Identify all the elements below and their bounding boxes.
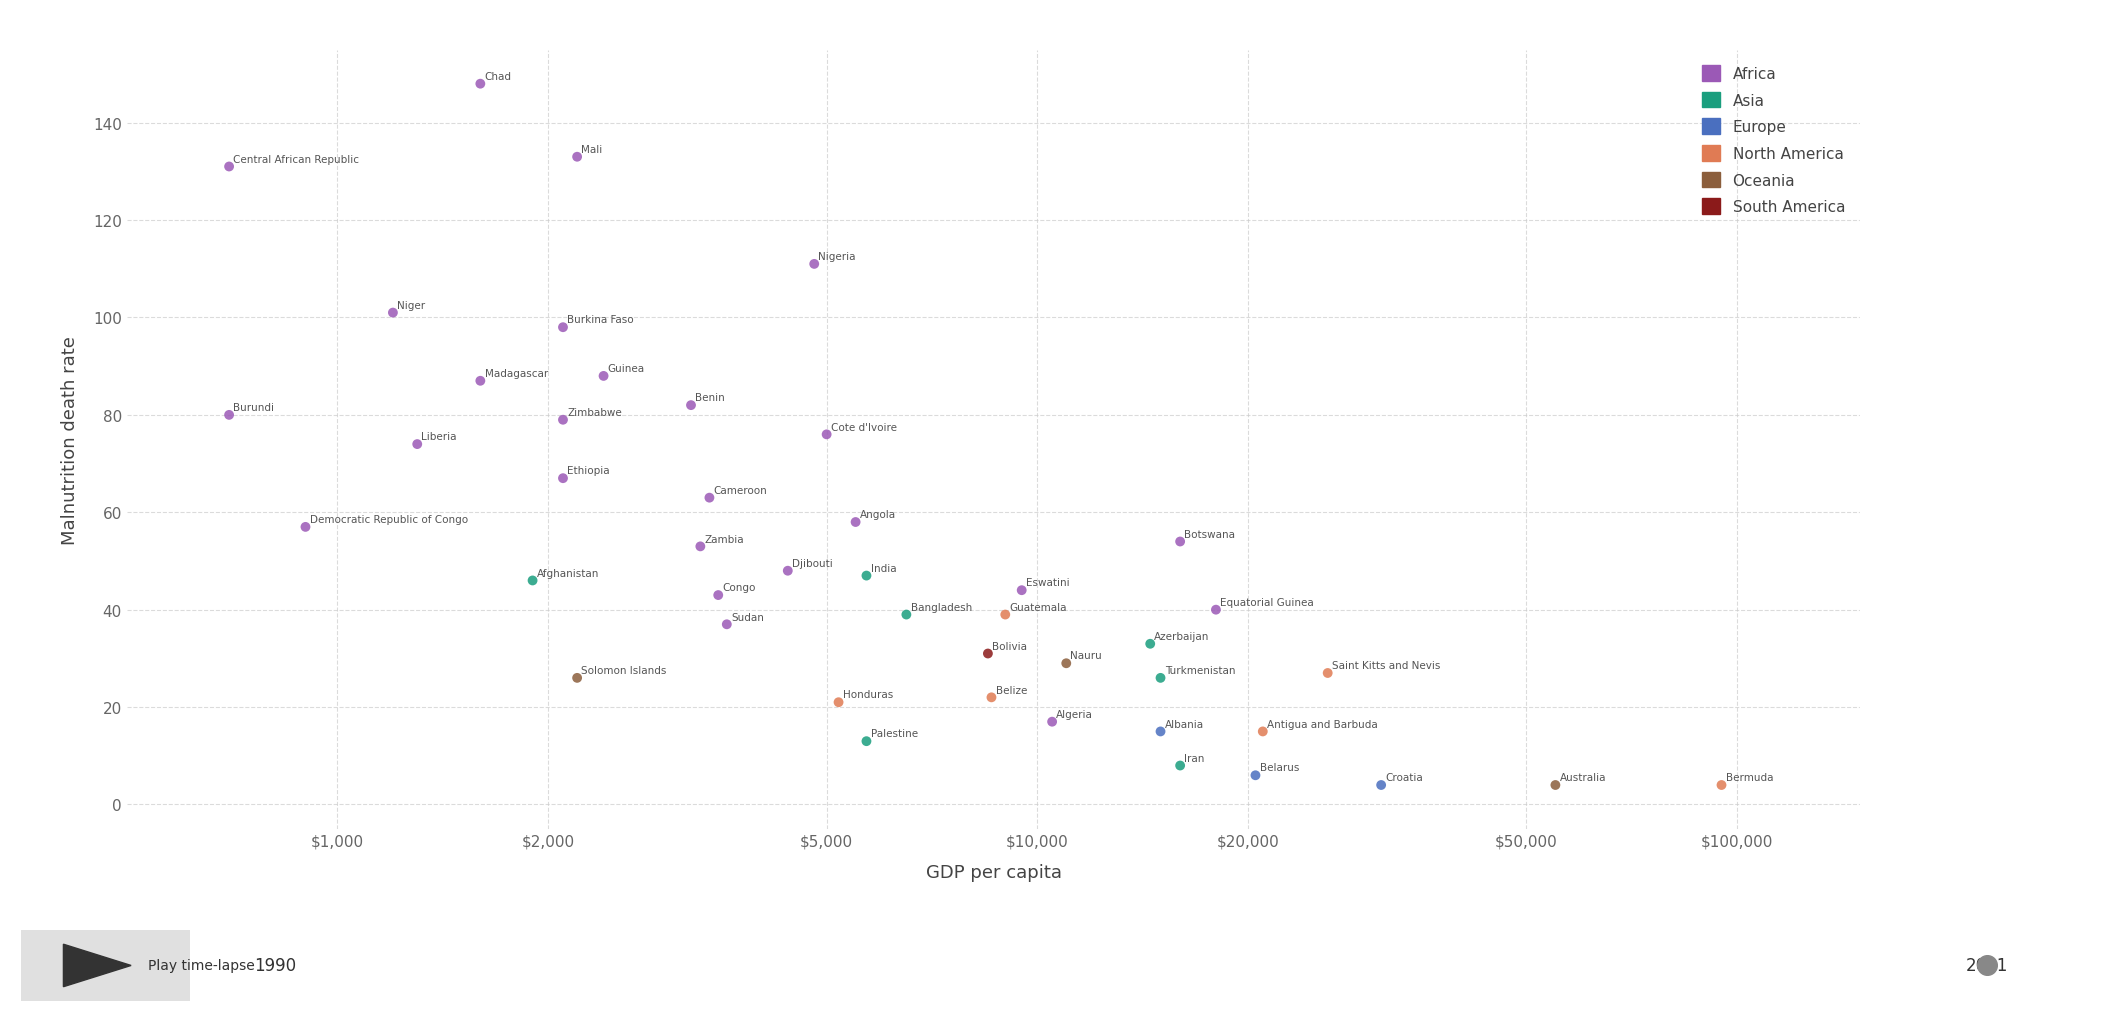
Text: Madagascar: Madagascar <box>484 369 548 379</box>
Text: Sudan: Sudan <box>731 612 763 622</box>
Text: 2021: 2021 <box>1966 956 2008 975</box>
Text: Play time-lapse: Play time-lapse <box>148 958 254 973</box>
Polygon shape <box>63 944 131 987</box>
Text: Azerbaijan: Azerbaijan <box>1154 631 1209 641</box>
Point <box>674 397 708 413</box>
Point <box>588 368 622 384</box>
Text: Ethiopia: Ethiopia <box>567 466 609 476</box>
Text: Botswana: Botswana <box>1184 529 1235 539</box>
Point <box>850 568 884 584</box>
Text: Liberia: Liberia <box>421 432 457 442</box>
Point <box>1245 724 1279 740</box>
Point <box>1049 655 1082 671</box>
Text: Niger: Niger <box>397 300 425 310</box>
Text: Central African Republic: Central African Republic <box>233 155 359 165</box>
Point <box>1036 714 1070 730</box>
Point <box>1239 767 1273 784</box>
Text: Zimbabwe: Zimbabwe <box>567 407 622 418</box>
Text: Solomon Islands: Solomon Islands <box>581 665 666 675</box>
Text: Croatia: Croatia <box>1385 772 1423 783</box>
Legend: Africa, Asia, Europe, North America, Oceania, South America: Africa, Asia, Europe, North America, Oce… <box>1693 59 1852 222</box>
Point <box>839 515 873 531</box>
Point <box>545 470 579 486</box>
Text: Palestine: Palestine <box>871 729 917 739</box>
Point <box>560 670 594 686</box>
Point <box>463 77 497 93</box>
Text: Algeria: Algeria <box>1057 709 1093 719</box>
Text: Turkmenistan: Turkmenistan <box>1165 665 1235 675</box>
Text: 1990: 1990 <box>254 956 296 975</box>
Text: Cote d'Ivoire: Cote d'Ivoire <box>831 423 896 432</box>
Text: Benin: Benin <box>696 393 725 403</box>
Point <box>1144 670 1177 686</box>
Point <box>211 159 245 175</box>
Point <box>683 539 717 555</box>
X-axis label: GDP per capita: GDP per capita <box>926 862 1061 881</box>
Point <box>989 607 1023 623</box>
Text: Equatorial Guinea: Equatorial Guinea <box>1220 598 1315 608</box>
Point <box>1144 724 1177 740</box>
Point <box>290 520 323 536</box>
Text: Angola: Angola <box>860 510 896 520</box>
Point <box>545 412 579 429</box>
Point <box>850 733 884 749</box>
Point <box>400 437 433 453</box>
Text: Saint Kitts and Nevis: Saint Kitts and Nevis <box>1332 660 1440 670</box>
Text: Burundi: Burundi <box>233 402 275 412</box>
Text: Nigeria: Nigeria <box>818 252 856 262</box>
Point <box>975 690 1008 706</box>
Point <box>1704 777 1738 794</box>
Text: Burkina Faso: Burkina Faso <box>567 315 634 326</box>
Point <box>1970 957 2004 974</box>
Text: Bangladesh: Bangladesh <box>911 603 972 613</box>
Text: Australia: Australia <box>1560 772 1607 783</box>
Text: Eswatini: Eswatini <box>1025 578 1070 587</box>
Point <box>797 257 831 273</box>
Point <box>890 607 924 623</box>
Point <box>463 373 497 389</box>
Text: Congo: Congo <box>723 582 757 592</box>
Text: Albania: Albania <box>1165 719 1203 729</box>
Text: Belarus: Belarus <box>1260 762 1298 772</box>
Point <box>1133 636 1167 652</box>
Text: Bermuda: Bermuda <box>1725 772 1774 783</box>
Point <box>1199 602 1232 618</box>
Point <box>1163 534 1197 550</box>
Point <box>376 305 410 321</box>
Point <box>772 563 805 579</box>
Text: Democratic Republic of Congo: Democratic Republic of Congo <box>309 515 467 525</box>
Y-axis label: Malnutrition death rate: Malnutrition death rate <box>61 336 78 544</box>
Point <box>702 587 736 604</box>
Point <box>211 407 245 424</box>
Point <box>970 646 1004 662</box>
Text: Zambia: Zambia <box>704 534 744 544</box>
Point <box>516 573 550 589</box>
Text: Cameroon: Cameroon <box>715 485 767 495</box>
Text: Mali: Mali <box>581 145 602 155</box>
Text: Guinea: Guinea <box>607 364 645 374</box>
Text: Chad: Chad <box>484 72 512 82</box>
Point <box>560 150 594 166</box>
Point <box>1163 757 1197 773</box>
Point <box>545 319 579 336</box>
Text: Bolivia: Bolivia <box>991 641 1027 651</box>
Point <box>710 617 744 633</box>
Text: Iran: Iran <box>1184 753 1205 763</box>
Text: Honduras: Honduras <box>843 690 892 700</box>
Point <box>1004 582 1038 599</box>
Text: Guatemala: Guatemala <box>1010 603 1068 613</box>
Point <box>1539 777 1573 794</box>
Text: Afghanistan: Afghanistan <box>537 568 598 578</box>
Point <box>810 427 843 443</box>
Text: Djibouti: Djibouti <box>793 558 833 568</box>
Point <box>1364 777 1397 794</box>
Point <box>822 695 856 711</box>
Text: India: India <box>871 563 896 573</box>
Text: Antigua and Barbuda: Antigua and Barbuda <box>1266 719 1378 729</box>
Point <box>693 490 727 507</box>
Point <box>1311 665 1345 681</box>
Text: Belize: Belize <box>996 684 1027 695</box>
Text: Nauru: Nauru <box>1070 651 1101 661</box>
